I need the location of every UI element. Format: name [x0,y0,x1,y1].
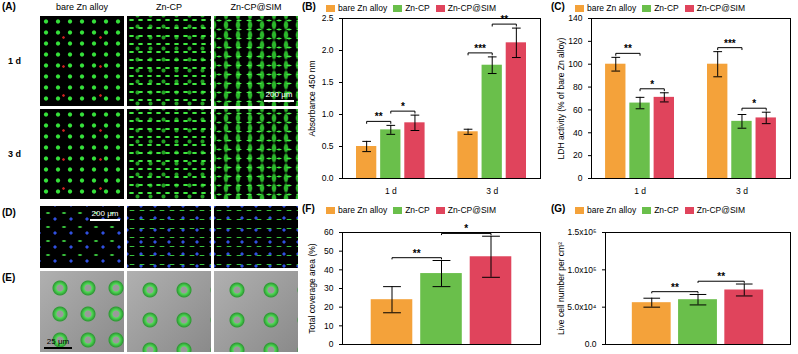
svg-text:60: 60 [573,105,583,115]
svg-text:140: 140 [568,13,582,23]
svg-text:1.5x10⁵: 1.5x10⁵ [567,227,596,237]
svg-text:**: ** [671,282,679,293]
html-text:Zn-CP@SIM: Zn-CP@SIM [230,2,282,12]
svg-text:Live cell number per cm²: Live cell number per cm² [556,242,566,335]
svg-text:60: 60 [324,227,334,237]
html-text:bare Zn alloy: bare Zn alloy [338,205,388,215]
svg-text:2.0: 2.0 [322,45,334,55]
svg-text:2.5: 2.5 [322,13,334,23]
html-text:bare Zn alloy: bare Zn alloy [56,2,108,12]
html-text:3 d: 3 d [8,149,21,159]
html-text:Zn-CP: Zn-CP [405,205,430,215]
svg-text:5.0x10⁴: 5.0x10⁴ [567,302,597,312]
html-text:25 μm: 25 μm [46,337,70,346]
html-text:(F): (F) [302,203,315,214]
html-text:(E): (E) [2,272,16,283]
svg-text:**: ** [624,43,632,54]
svg-text:0.0: 0.0 [322,173,334,183]
svg-text:***: *** [474,43,486,54]
svg-text:LDH activity (% of bare Zn all: LDH activity (% of bare Zn alloy) [556,37,566,159]
svg-text:0.0: 0.0 [585,339,597,349]
svg-text:*: * [752,98,756,109]
svg-text:**: ** [717,271,725,282]
svg-text:0: 0 [329,339,334,349]
html-text:(D): (D) [2,207,16,218]
html-text:Zn-CP@SIM: Zn-CP@SIM [696,3,745,13]
html-text:bare Zn alloy: bare Zn alloy [587,205,637,215]
svg-text:1.0x10⁵: 1.0x10⁵ [567,265,596,275]
svg-text:30: 30 [324,283,334,293]
html-text:200 μm: 200 μm [91,209,119,218]
html-text:(A): (A) [2,1,16,12]
html-text:Zn-CP: Zn-CP [654,3,679,13]
svg-text:**: ** [413,248,421,259]
html-text:(B): (B) [302,1,316,12]
svg-text:40: 40 [573,128,583,138]
html-text:Zn-CP: Zn-CP [156,2,182,12]
svg-text:**: ** [375,111,383,122]
svg-text:Total coverage area (%): Total coverage area (%) [307,243,317,333]
html-text:bare Zn alloy: bare Zn alloy [587,3,637,13]
svg-text:10: 10 [324,321,334,331]
svg-text:*: * [401,101,405,112]
svg-text:80: 80 [573,82,583,92]
html-text:Zn-CP: Zn-CP [405,3,430,13]
html-text:(G): (G) [551,203,566,214]
svg-text:0: 0 [578,173,583,183]
html-text:Zn-CP: Zn-CP [654,205,679,215]
svg-text:1 d: 1 d [385,186,397,196]
svg-text:1.0: 1.0 [322,109,334,119]
html-text:(C): (C) [551,1,565,12]
svg-text:50: 50 [324,246,334,256]
svg-text:3 d: 3 d [736,186,748,196]
svg-text:*: * [650,79,654,90]
svg-text:0.5: 0.5 [322,141,334,151]
svg-text:40: 40 [324,265,334,275]
svg-text:1 d: 1 d [634,186,646,196]
html-text:1 d: 1 d [8,56,21,66]
svg-text:1.5: 1.5 [322,77,334,87]
html-text:200 μm: 200 μm [265,90,293,99]
svg-text:***: *** [724,38,736,49]
svg-text:20: 20 [573,150,583,160]
svg-text:3 d: 3 d [486,186,498,196]
svg-text:**: ** [500,14,508,25]
html-text:bare Zn alloy: bare Zn alloy [338,3,388,13]
svg-text:Absorbance 450 nm: Absorbance 450 nm [307,60,317,136]
html-text:Zn-CP@SIM: Zn-CP@SIM [696,205,745,215]
svg-text:20: 20 [324,302,334,312]
svg-text:100: 100 [568,59,582,69]
html-text:Zn-CP@SIM: Zn-CP@SIM [447,3,496,13]
html-text:Zn-CP@SIM: Zn-CP@SIM [447,205,496,215]
svg-text:120: 120 [568,36,582,46]
